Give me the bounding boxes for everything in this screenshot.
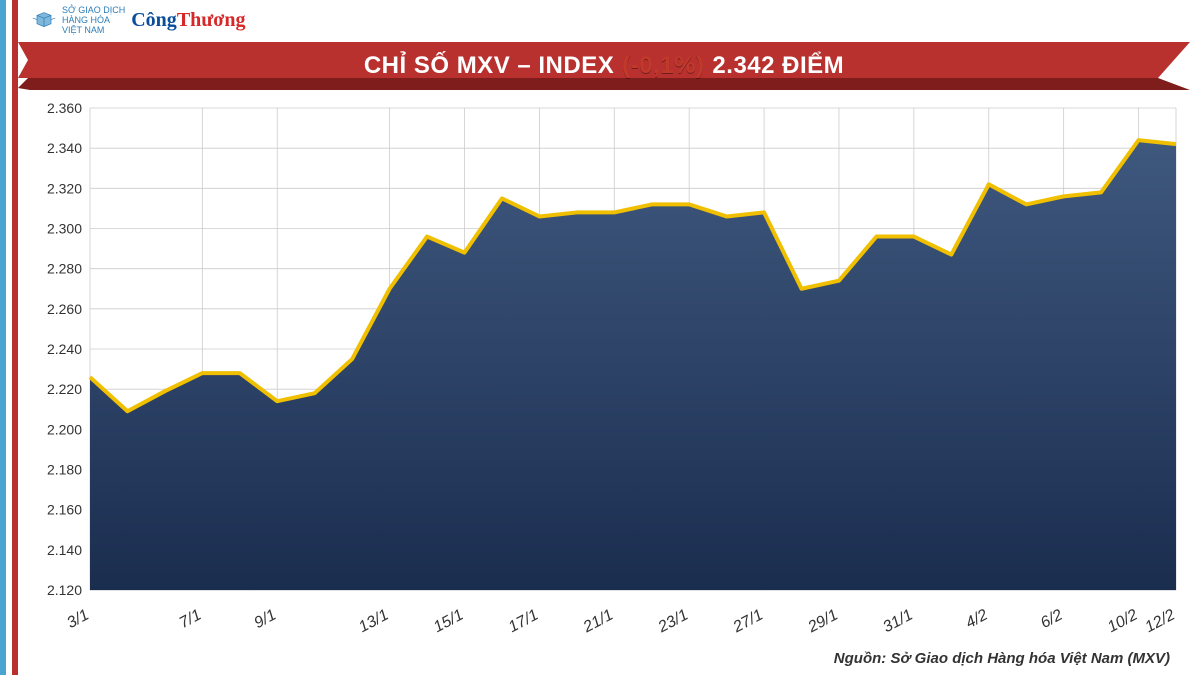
congthuong-logo: CôngThương [131, 9, 245, 32]
title-banner: CHỈ SỐ MXV – INDEX (-0,1%) 2.342 ĐIỂM [18, 42, 1190, 90]
side-stripe-group [0, 0, 18, 675]
header-logos: SỞ GIAO DỊCH HÀNG HÓA VIỆT NAM CôngThươn… [30, 6, 245, 36]
source-note: Nguồn: Sở Giao dịch Hàng hóa Việt Nam (M… [834, 650, 1170, 667]
mxv-text: SỞ GIAO DỊCH HÀNG HÓA VIỆT NAM [62, 6, 125, 36]
title-prefix: CHỈ SỐ MXV – INDEX [364, 52, 614, 80]
title-text: CHỈ SỐ MXV – INDEX (-0,1%) 2.342 ĐIỂM [364, 52, 844, 80]
svg-text:23/1: 23/1 [655, 607, 691, 637]
svg-text:17/1: 17/1 [506, 607, 541, 637]
title-change: (-0,1%) [622, 52, 704, 80]
mxv-index-chart: 2.120 2.140 2.160 2.180 2.200 2.220 2.240 2.260… [28, 100, 1178, 640]
svg-text:9/1: 9/1 [251, 607, 279, 632]
svg-text:3/1: 3/1 [64, 607, 92, 632]
svg-text:15/1: 15/1 [431, 607, 466, 637]
svg-text:2.360: 2.360 [47, 100, 82, 116]
svg-text:4/2: 4/2 [963, 606, 991, 631]
svg-text:2.120: 2.120 [47, 582, 82, 598]
svg-text:2.320: 2.320 [47, 180, 82, 196]
mxv-cube-icon [30, 9, 58, 33]
svg-text:21/1: 21/1 [580, 607, 616, 637]
mxv-logo: SỞ GIAO DỊCH HÀNG HÓA VIỆT NAM [30, 6, 125, 36]
stripe-3 [12, 0, 18, 675]
svg-text:2.340: 2.340 [47, 140, 82, 156]
svg-text:2.180: 2.180 [47, 462, 82, 478]
svg-text:2.140: 2.140 [47, 542, 82, 558]
svg-text:2.300: 2.300 [47, 221, 82, 237]
title-value: 2.342 ĐIỂM [712, 52, 844, 80]
ct-thuong: Thương [177, 9, 246, 31]
svg-text:2.280: 2.280 [47, 261, 82, 277]
svg-text:27/1: 27/1 [730, 607, 766, 637]
svg-text:31/1: 31/1 [880, 607, 915, 637]
svg-text:2.260: 2.260 [47, 301, 82, 317]
svg-text:13/1: 13/1 [356, 607, 391, 637]
svg-text:7/1: 7/1 [177, 607, 205, 632]
chart-area: 2.120 2.140 2.160 2.180 2.200 2.220 2.240 2.260… [28, 100, 1178, 640]
svg-text:2.240: 2.240 [47, 341, 82, 357]
mxv-line3: VIỆT NAM [62, 26, 125, 36]
svg-text:2.220: 2.220 [47, 381, 82, 397]
svg-text:2.200: 2.200 [47, 421, 82, 437]
svg-text:10/2: 10/2 [1105, 606, 1141, 636]
svg-text:6/2: 6/2 [1038, 606, 1066, 631]
ct-cong: Công [131, 9, 177, 31]
svg-text:2.160: 2.160 [47, 502, 82, 518]
svg-text:29/1: 29/1 [804, 607, 840, 637]
svg-text:12/2: 12/2 [1142, 606, 1178, 636]
